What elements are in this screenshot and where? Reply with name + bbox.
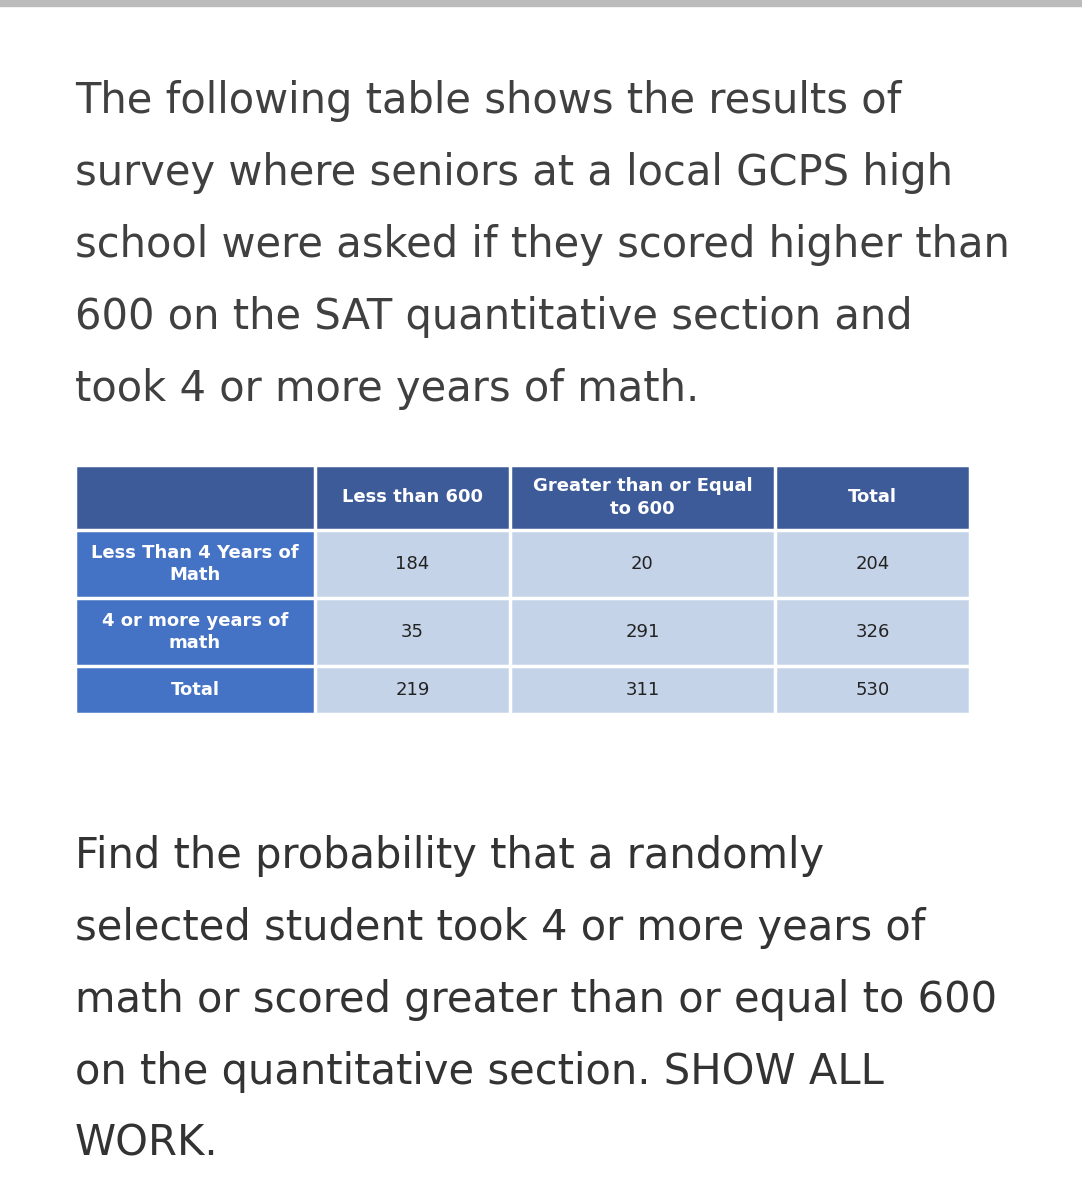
Text: survey where seniors at a local GCPS high: survey where seniors at a local GCPS hig… [75, 152, 953, 194]
Bar [775, 598, 969, 666]
Text: 600 on the SAT quantitative section and: 600 on the SAT quantitative section and [75, 296, 912, 338]
Text: 219: 219 [395, 680, 430, 698]
Text: on the quantitative section. SHOW ALL: on the quantitative section. SHOW ALL [75, 1051, 884, 1093]
Text: took 4 or more years of math.: took 4 or more years of math. [75, 368, 699, 410]
Bar [75, 598, 315, 666]
Bar [510, 464, 775, 530]
Bar [775, 464, 969, 530]
Bar [75, 464, 969, 714]
Text: 291: 291 [625, 623, 660, 641]
Bar [775, 530, 969, 598]
Text: WORK.: WORK. [75, 1123, 219, 1165]
Text: math or scored greater than or equal to 600: math or scored greater than or equal to … [75, 979, 998, 1021]
Text: Total: Total [171, 680, 220, 698]
Text: Less than 600: Less than 600 [342, 488, 483, 506]
Text: 530: 530 [856, 680, 889, 698]
Bar [75, 530, 315, 598]
Bar [315, 464, 510, 530]
Text: school were asked if they scored higher than: school were asked if they scored higher … [75, 224, 1010, 266]
Bar [775, 666, 969, 714]
Text: 4 or more years of
math: 4 or more years of math [102, 612, 288, 652]
Bar [315, 666, 510, 714]
Bar [0, 0, 1082, 6]
Text: Total: Total [848, 488, 897, 506]
Text: Greater than or Equal
to 600: Greater than or Equal to 600 [532, 476, 752, 518]
Text: 184: 184 [395, 554, 430, 572]
Text: 35: 35 [401, 623, 424, 641]
Bar [75, 666, 315, 714]
Bar [510, 530, 775, 598]
Text: Less Than 4 Years of
Math: Less Than 4 Years of Math [91, 544, 299, 584]
Text: 326: 326 [855, 623, 889, 641]
Bar [315, 530, 510, 598]
Bar [510, 598, 775, 666]
Bar [75, 464, 315, 530]
Text: 20: 20 [631, 554, 654, 572]
Text: Find the probability that a randomly: Find the probability that a randomly [75, 835, 824, 877]
Text: The following table shows the results of: The following table shows the results of [75, 80, 901, 122]
Bar [510, 666, 775, 714]
Bar [315, 598, 510, 666]
Text: selected student took 4 or more years of: selected student took 4 or more years of [75, 907, 925, 949]
Text: 204: 204 [856, 554, 889, 572]
Text: 311: 311 [625, 680, 660, 698]
